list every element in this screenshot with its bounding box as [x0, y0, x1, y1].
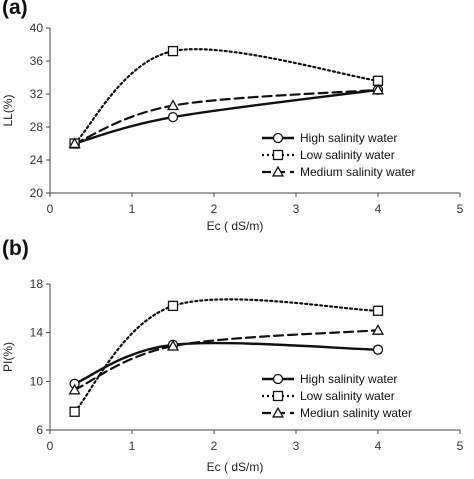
legend-marker-circle — [272, 132, 284, 144]
legend-marker-square — [272, 390, 284, 402]
data-point-triangle — [371, 83, 385, 95]
x-tick-label: 5 — [457, 202, 464, 216]
legend-marker-circle — [272, 373, 284, 385]
legend: High salinity water Low salinity water Med… — [262, 131, 415, 179]
data-point-triangle — [371, 323, 385, 335]
legend: High salinity water Low salinity water Med… — [262, 372, 412, 420]
x-tick-label: 1 — [129, 439, 136, 453]
legend-marker-triangle — [271, 165, 285, 177]
x-axis-title: Ec ( dS/m) — [207, 460, 264, 474]
x-tick-label: 3 — [293, 202, 300, 216]
data-point-square — [372, 305, 384, 316]
data-point-triangle — [68, 137, 81, 149]
legend-label: High salinity water — [300, 131, 397, 145]
y-tick-label: 14 — [30, 326, 44, 340]
x-tick-label: 1 — [129, 202, 136, 216]
series-line-dashed — [73, 88, 380, 145]
data-point-square — [69, 406, 80, 417]
legend-label: Low salinity water — [300, 148, 395, 162]
legend-label: High salinity water — [300, 372, 397, 386]
panel-a: (a) 0 1 2 3 4 5 20 24 28 32 36 40 Ec ( dS/m) LL(%) High… — [1, 0, 464, 233]
x-tick-label: 3 — [293, 439, 300, 453]
legend-label: Medium salinity water — [300, 165, 415, 179]
y-tick-label: 28 — [30, 120, 44, 134]
panel-label: (a) — [2, 0, 28, 19]
x-tick-label: 4 — [375, 202, 382, 216]
data-point-triangle — [166, 339, 180, 351]
data-point-square — [167, 300, 179, 312]
legend-marker-square — [272, 149, 284, 161]
y-axis-title: PI(%) — [1, 342, 15, 372]
series-line-dashed — [73, 329, 380, 391]
x-tick-label: 2 — [211, 202, 218, 216]
y-tick-label: 20 — [30, 186, 44, 200]
panel-b: (b) 0 1 2 3 4 5 6 10 14 18 Ec ( dS/m) PI(%) High sali… — [1, 237, 464, 474]
x-tick-label: 2 — [211, 439, 218, 453]
y-tick-label: 36 — [30, 54, 44, 68]
data-point-square — [167, 45, 179, 57]
series-line-dotted — [73, 48, 380, 145]
legend-marker-triangle — [271, 406, 285, 418]
series-line-solid — [73, 88, 380, 145]
x-tick-label: 4 — [375, 439, 382, 453]
panel-label: (b) — [2, 237, 29, 260]
legend-label: Mediun salinity water — [300, 406, 412, 420]
y-axis-title: LL(%) — [1, 94, 15, 126]
y-tick-label: 32 — [30, 87, 44, 101]
y-tick-label: 40 — [30, 21, 44, 35]
x-tick-label: 5 — [457, 439, 464, 453]
y-tick-label: 24 — [30, 153, 44, 167]
legend-label: Low salinity water — [300, 389, 395, 403]
x-tick-label: 0 — [47, 439, 54, 453]
y-tick-label: 10 — [30, 374, 44, 388]
y-tick-label: 6 — [36, 423, 43, 437]
data-point-triangle — [166, 99, 180, 111]
data-point-circle — [372, 344, 384, 355]
x-tick-label: 0 — [47, 202, 54, 216]
y-tick-label: 18 — [30, 277, 44, 291]
x-axis-title: Ec ( dS/m) — [207, 219, 264, 233]
data-point-triangle — [68, 383, 81, 395]
data-point-circle — [167, 111, 179, 123]
